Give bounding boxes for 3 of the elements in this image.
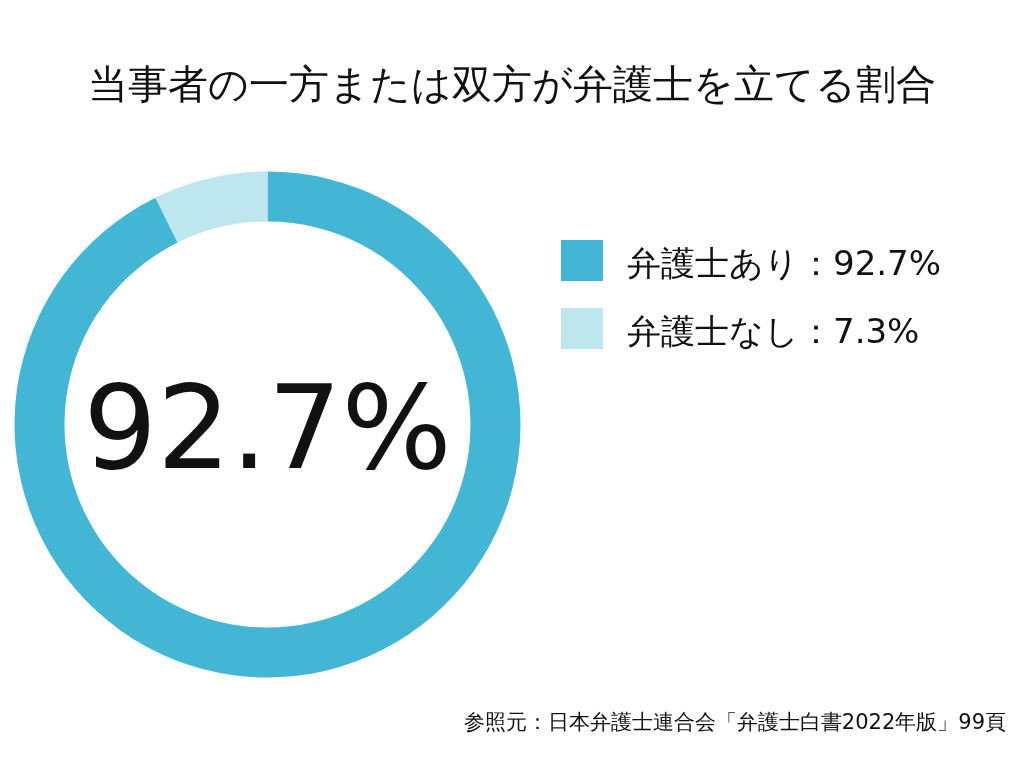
title: 当事者の一方または双方が弁護士を立てる割合	[88, 61, 936, 107]
annotation: 参照元：日本弁護士連合会「弁護士白書2022年版」99頁	[463, 710, 1006, 734]
annotation: 92.7%	[83, 360, 452, 495]
